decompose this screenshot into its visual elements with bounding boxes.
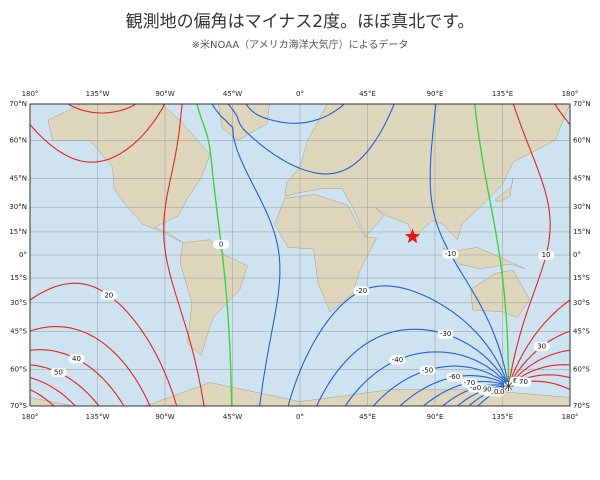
lat-tick-label: 30°N [9, 203, 27, 211]
lon-tick-label: 135°W [86, 413, 110, 421]
lat-tick-label: 45°N [573, 174, 591, 182]
lat-tick-label: 45°S [10, 328, 27, 336]
contour-label: -70 [464, 379, 475, 387]
lat-tick-label: 15°S [10, 274, 27, 282]
lon-tick-label: 180° [562, 90, 579, 98]
south-magnetic-pole [503, 381, 514, 392]
contour-label-bg [446, 372, 463, 382]
contour-label-bg [461, 378, 478, 388]
lon-tick-label: 90°E [427, 413, 444, 421]
contour-line [196, 104, 510, 406]
contour-label: 20 [104, 291, 113, 299]
lat-tick-label: 70°S [573, 402, 590, 410]
title: 観測地の偏角はマイナス2度。ほぼ真北です。 [126, 12, 475, 32]
contour-label: 70 [519, 378, 528, 386]
contour-label-bg [68, 354, 85, 364]
contour-line [245, 104, 507, 406]
lat-tick-label: 0° [19, 251, 27, 259]
lat-tick-label: 30°N [573, 203, 591, 211]
lon-tick-label: 90°E [427, 90, 444, 98]
lat-tick-label: 30°S [573, 299, 590, 307]
lon-tick-label: 90°W [155, 413, 174, 421]
contour-label: 30 [537, 343, 546, 351]
observer-marker [404, 228, 421, 244]
pole-ray [504, 382, 513, 390]
lat-tick-label: 45°S [573, 328, 590, 336]
contour-label: 10 [542, 251, 551, 259]
lon-tick-label: 45°W [223, 90, 242, 98]
label-layer: 180° 180° 135°W 135°W 90°W 90°W 45°W 45°W 0° 0° 45… [9, 90, 590, 421]
subtitle: ※米NOAA（アメリカ海洋大気庁）によるデータ [192, 38, 409, 51]
lon-tick-label: 180° [562, 413, 579, 421]
lat-tick-label: 60°S [10, 366, 27, 374]
lon-tick-label: 0° [296, 413, 304, 421]
lat-tick-label: 70°S [10, 402, 27, 410]
map-frame [29, 103, 571, 407]
lon-tick-label: 45°W [223, 413, 242, 421]
lat-tick-label: 70°N [573, 100, 591, 108]
contour-label-bg [533, 342, 550, 352]
lat-tick-label: 0° [573, 251, 581, 259]
contour-label: -50 [422, 366, 433, 374]
contour-line [211, 104, 509, 406]
land-layer [30, 104, 570, 406]
contour-label: 50 [54, 368, 63, 376]
contour-label: -30 [440, 330, 451, 338]
land [179, 239, 248, 356]
lon-tick-label: 135°E [492, 90, 513, 98]
contour-label-bg [213, 239, 230, 249]
lon-tick-label: 135°W [86, 90, 110, 98]
contour-label: -90 [480, 386, 491, 394]
contour-label: -40 [392, 356, 403, 364]
lat-tick-label: 45°N [9, 174, 27, 182]
land [470, 270, 530, 318]
lon-tick-label: 90°W [155, 90, 174, 98]
lat-tick-label: 70°N [9, 100, 27, 108]
contour-label: 40 [72, 355, 81, 363]
lon-tick-label: 135°E [492, 413, 513, 421]
contour-label: -80 [470, 384, 481, 392]
land [494, 178, 514, 203]
contour-label-bg [100, 290, 117, 300]
lat-tick-label: 15°N [9, 228, 27, 236]
land [284, 104, 570, 244]
contour-label: -10 [445, 250, 456, 258]
contour-line [163, 104, 551, 406]
lat-tick-label: 30°S [10, 299, 27, 307]
contour-label-bg [50, 367, 67, 377]
contour-line [227, 104, 508, 406]
lon-tick-label: 180° [22, 413, 39, 421]
lat-tick-label: 60°N [9, 136, 27, 144]
lat-tick-label: 15°S [573, 274, 590, 282]
lat-tick-label: 15°N [573, 228, 591, 236]
lon-tick-label: 180° [22, 90, 39, 98]
land [442, 247, 526, 269]
contour-label-bg [442, 249, 459, 259]
land [217, 104, 270, 141]
contour-label-bg [353, 286, 370, 296]
lon-tick-label: 0° [296, 90, 304, 98]
contour-label-bg [538, 250, 555, 260]
contour-label-bg [419, 365, 436, 375]
lon-tick-label: 45°E [359, 413, 376, 421]
contour-label-bg [437, 329, 454, 339]
lat-tick-label: 60°N [573, 136, 591, 144]
contour-label-bg [515, 377, 532, 387]
contour-line [30, 104, 570, 406]
contour-label: -20 [356, 287, 367, 295]
lat-tick-label: 60°S [573, 366, 590, 374]
lon-tick-label: 45°E [359, 90, 376, 98]
contour-label-bg [389, 355, 406, 365]
contour-label: 0 [219, 240, 223, 248]
contour-label: -60 [449, 373, 460, 381]
